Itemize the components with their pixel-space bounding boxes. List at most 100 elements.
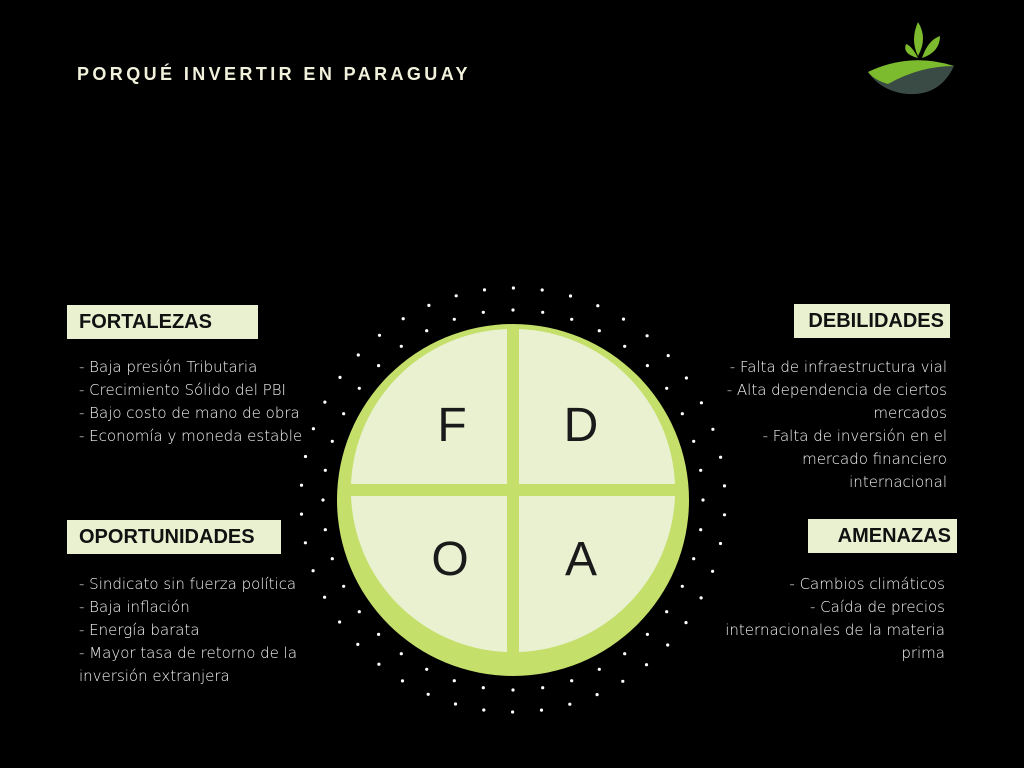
ring-dot xyxy=(711,427,715,431)
quadrant-a xyxy=(519,496,675,652)
ring-dot xyxy=(699,401,704,405)
ring-dot xyxy=(454,294,458,298)
list-item: inversión extranjera xyxy=(79,667,230,685)
ring-dot xyxy=(540,288,544,292)
ring-dot xyxy=(570,317,574,321)
ring-dot xyxy=(311,427,315,431)
ring-dot xyxy=(701,498,705,502)
ring-dot xyxy=(644,663,649,667)
ring-dot xyxy=(399,344,403,348)
ring-dot xyxy=(623,652,627,656)
ring-dot xyxy=(482,288,487,292)
ring-dot xyxy=(722,513,727,517)
ring-dot xyxy=(645,364,650,368)
ring-dot xyxy=(596,304,600,308)
quadrant-o xyxy=(351,496,507,652)
ring-dot xyxy=(699,468,703,472)
fortalezas-list: - Baja presión Tributaria - Crecimiento … xyxy=(79,356,329,448)
list-item: - Bajo costo de mano de obra xyxy=(79,404,300,422)
ring-dot xyxy=(303,541,307,545)
ring-dot xyxy=(511,308,515,312)
list-item: - Caída de precios xyxy=(809,598,945,616)
list-item: internacionales de la materia xyxy=(725,621,945,639)
ring-dot xyxy=(541,310,545,314)
ring-dot xyxy=(377,662,381,666)
leaf-sprout-logo-icon xyxy=(868,22,954,95)
ring-dot xyxy=(425,329,429,333)
ring-dot xyxy=(299,483,304,487)
ring-dot xyxy=(680,412,684,416)
ring-dot xyxy=(338,375,342,379)
ring-dot xyxy=(511,286,515,290)
ring-dot xyxy=(699,528,703,532)
ring-dot xyxy=(699,596,703,600)
ring-dot xyxy=(645,632,650,637)
ring-dot xyxy=(568,294,573,298)
ring-dot xyxy=(342,412,346,416)
ring-dot xyxy=(401,317,405,321)
list-item: - Sindicato sin fuerza política xyxy=(79,575,297,593)
ring-dot xyxy=(621,679,625,683)
ring-dot xyxy=(323,595,327,599)
ring-dot xyxy=(338,620,342,624)
list-item: - Mayor tasa de retorno de la xyxy=(79,644,298,662)
list-item: - Alta dependencia de ciertos xyxy=(726,381,947,399)
ring-dot xyxy=(481,310,485,314)
ring-dot xyxy=(623,344,627,348)
ring-dot xyxy=(321,498,325,502)
list-item: - Energía barata xyxy=(79,621,200,639)
ring-dot xyxy=(323,400,327,404)
ring-dot xyxy=(597,667,601,671)
ring-dot xyxy=(330,557,334,561)
ring-dot xyxy=(453,702,458,706)
ring-dot xyxy=(541,686,545,690)
ring-dot xyxy=(511,688,515,692)
oportunidades-label: OPORTUNIDADES xyxy=(67,520,281,554)
ring-dot xyxy=(311,569,315,573)
ring-dot xyxy=(377,333,382,337)
ring-dot xyxy=(357,610,361,614)
ring-dot xyxy=(452,679,456,683)
ring-dot xyxy=(342,584,346,588)
ring-dot xyxy=(711,569,715,573)
ring-dot xyxy=(539,708,544,712)
ring-dot xyxy=(356,642,360,647)
amenazas-label: AMENAZAS xyxy=(808,519,957,553)
ring-dot xyxy=(330,439,334,443)
debilidades-label: DEBILIDADES xyxy=(794,304,950,338)
ring-dot xyxy=(299,512,304,516)
list-item: - Baja presión Tributaria xyxy=(79,358,258,376)
letter-d: D xyxy=(564,399,599,452)
list-item: internacional xyxy=(849,473,947,491)
ring-dot xyxy=(357,386,361,390)
ring-dot xyxy=(377,632,381,637)
ring-dot xyxy=(621,317,626,321)
ring-dot xyxy=(425,667,429,671)
ring-dot xyxy=(597,329,601,333)
ring-dot xyxy=(303,454,308,459)
ring-dot xyxy=(399,652,403,656)
ring-dot xyxy=(680,584,684,588)
ring-dot xyxy=(718,541,723,546)
ring-dot xyxy=(568,702,572,706)
list-item: - Economía y moneda estable xyxy=(79,427,303,445)
ring-dot xyxy=(665,610,669,614)
ring-dot xyxy=(722,484,727,488)
ring-dot xyxy=(482,708,486,712)
list-item: mercados xyxy=(873,404,947,422)
list-item: - Falta de infraestructura vial xyxy=(729,358,947,376)
ring-dot xyxy=(666,354,670,358)
letter-o: O xyxy=(431,533,468,586)
ring-dot xyxy=(595,693,599,697)
list-item: mercado financiero xyxy=(802,450,947,468)
ring-dot xyxy=(719,455,723,459)
ring-dot xyxy=(323,528,327,532)
oportunidades-list: - Sindicato sin fuerza política - Baja i… xyxy=(79,573,329,688)
list-item: - Cambios climáticos xyxy=(789,575,945,593)
amenazas-list: - Cambios climáticos - Caída de precios … xyxy=(700,573,945,665)
ring-dot xyxy=(377,364,381,368)
ring-dot xyxy=(692,439,696,443)
list-item: prima xyxy=(901,644,945,662)
swot-circle-diagram: F D O A xyxy=(299,286,727,714)
ring-dot xyxy=(400,679,405,683)
